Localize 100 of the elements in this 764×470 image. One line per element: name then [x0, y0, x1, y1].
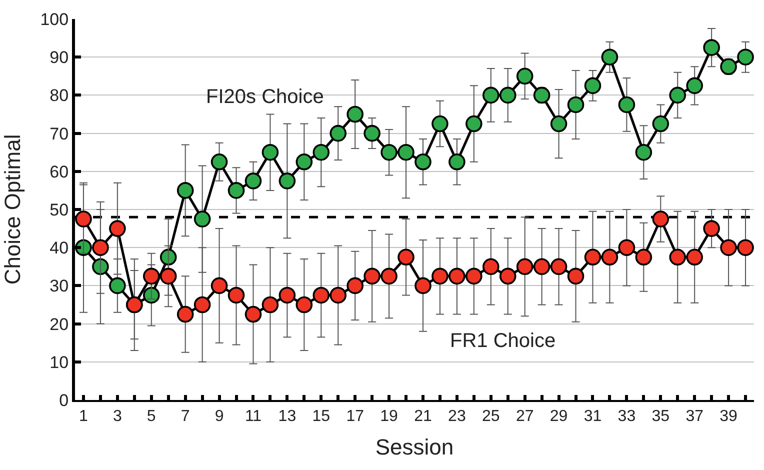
y-tick-label: 40	[50, 238, 69, 258]
point	[737, 239, 754, 256]
point	[550, 115, 568, 132]
point	[380, 144, 398, 161]
point	[398, 248, 414, 266]
point	[618, 96, 636, 114]
x-tick-label: 25	[482, 408, 500, 426]
point	[703, 220, 720, 237]
point	[176, 182, 194, 199]
point	[482, 258, 500, 276]
x-tick-label: 19	[380, 408, 398, 426]
y-tick-label: 100	[40, 10, 69, 29]
point	[516, 68, 534, 85]
point	[414, 153, 432, 170]
point	[194, 296, 211, 314]
point	[380, 268, 398, 285]
point	[584, 248, 602, 266]
y-tick-label: 10	[50, 352, 69, 372]
point	[262, 144, 279, 161]
x-tick-label: 35	[652, 408, 670, 426]
point	[448, 268, 466, 285]
point	[398, 144, 414, 161]
x-tick-label: 5	[146, 408, 156, 426]
point	[278, 172, 296, 190]
point	[330, 286, 347, 304]
point	[244, 172, 262, 190]
point	[92, 239, 109, 256]
point	[194, 210, 211, 228]
point	[466, 268, 482, 285]
point	[364, 124, 380, 142]
annotation: FI20s Choice	[206, 86, 324, 108]
point	[466, 115, 482, 132]
point	[109, 220, 126, 237]
x-tick-label: 29	[550, 408, 568, 426]
point	[228, 182, 245, 199]
x-tick-label: 17	[346, 408, 364, 426]
point	[262, 296, 279, 314]
y-tick-label: 20	[50, 314, 69, 334]
point	[720, 58, 737, 76]
point	[601, 48, 618, 66]
point	[686, 77, 703, 94]
point	[210, 153, 228, 170]
point	[499, 86, 516, 104]
point	[533, 258, 550, 276]
point	[432, 115, 448, 132]
x-tick-label: 13	[278, 408, 296, 426]
point	[346, 106, 364, 123]
point	[109, 277, 126, 294]
point	[567, 268, 584, 285]
point	[312, 286, 330, 304]
x-tick-label: 15	[312, 408, 330, 426]
point	[601, 248, 618, 266]
point	[550, 258, 568, 276]
point	[516, 258, 534, 276]
x-tick-label: 27	[516, 408, 534, 426]
x-tick-label: 39	[720, 408, 738, 426]
point	[533, 86, 550, 104]
x-tick-label: 11	[244, 408, 262, 426]
y-tick-label: 90	[50, 48, 69, 68]
x-tick-label: 23	[448, 408, 466, 426]
point	[448, 153, 466, 170]
point	[160, 268, 177, 285]
point	[499, 268, 516, 285]
x-tick-label: 1	[79, 408, 88, 426]
x-tick-label: 9	[214, 408, 224, 426]
point	[737, 48, 754, 66]
point	[364, 268, 380, 285]
point	[584, 77, 602, 94]
point	[278, 286, 296, 304]
y-tick-label: 70	[50, 124, 69, 144]
point	[618, 239, 636, 256]
point	[296, 153, 313, 170]
point	[296, 296, 313, 314]
point	[176, 306, 194, 323]
point	[686, 248, 703, 266]
point	[312, 144, 330, 161]
y-axis-title: Choice Optimal	[0, 134, 25, 285]
point	[414, 277, 432, 294]
point	[635, 144, 652, 161]
point	[210, 277, 228, 294]
point	[330, 124, 347, 142]
point	[652, 115, 670, 132]
point	[669, 86, 686, 104]
point	[652, 210, 670, 228]
point	[432, 268, 448, 285]
x-tick-label: 21	[414, 408, 432, 426]
point	[142, 268, 160, 285]
y-tick-label: 30	[50, 276, 69, 296]
point	[669, 248, 686, 266]
y-tick-label: 0	[59, 390, 69, 410]
point	[635, 248, 652, 266]
point	[244, 306, 262, 323]
y-tick-label: 50	[50, 200, 69, 220]
point	[75, 210, 92, 228]
point	[228, 286, 245, 304]
x-tick-label: 31	[584, 408, 602, 426]
point	[482, 86, 500, 104]
x-axis-title: Session	[375, 434, 454, 460]
point	[160, 248, 177, 266]
x-tick-label: 7	[180, 408, 190, 426]
